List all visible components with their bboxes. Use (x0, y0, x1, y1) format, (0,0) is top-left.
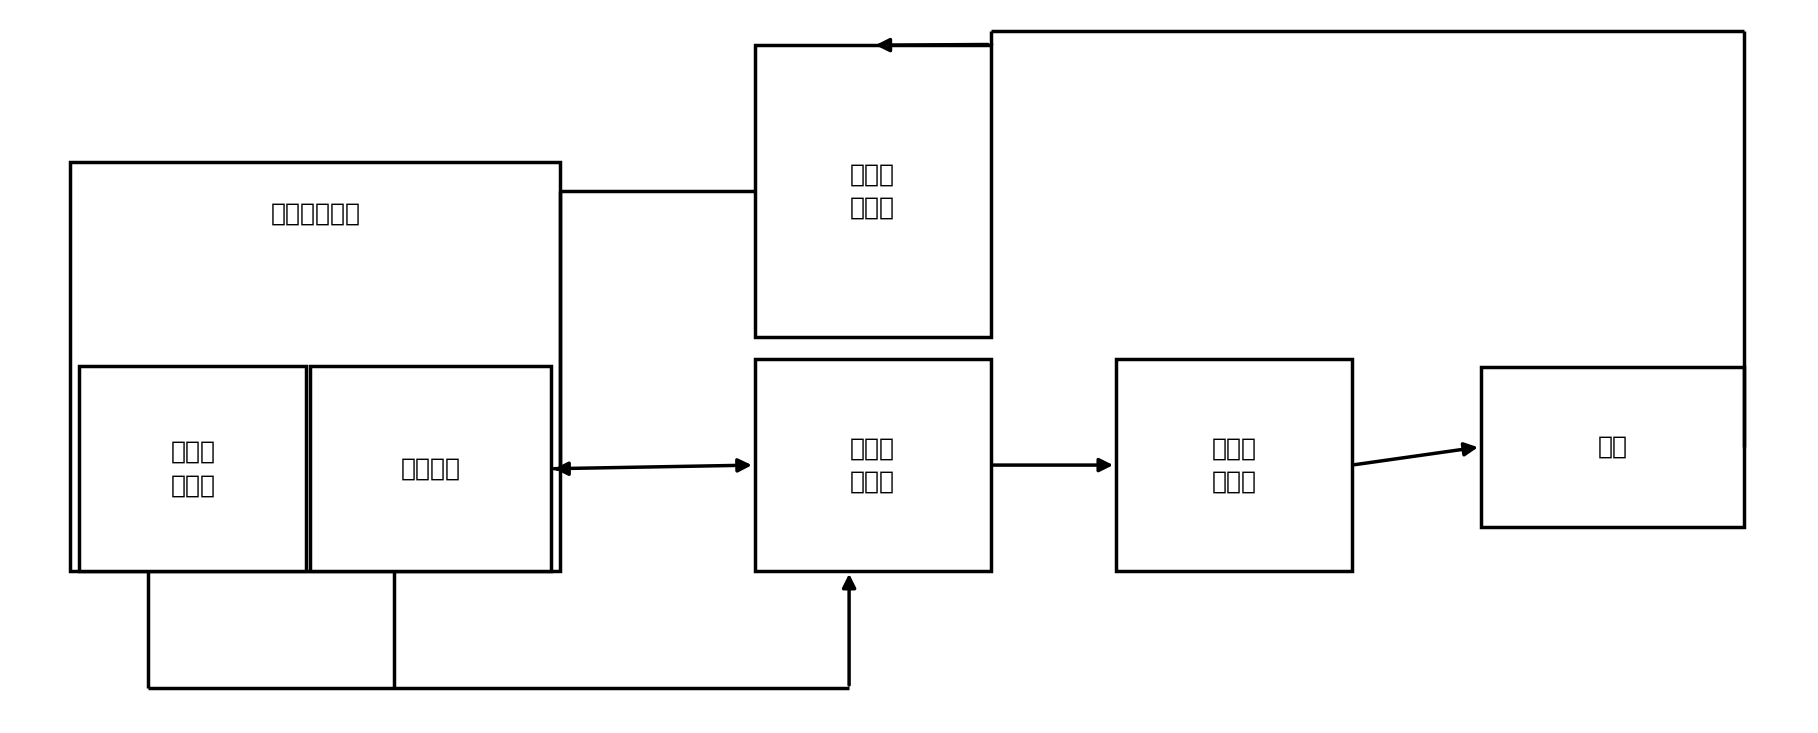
Text: 充电输
出电路: 充电输 出电路 (1211, 436, 1256, 494)
Text: 电池: 电池 (1598, 435, 1627, 459)
Bar (1482, 366, 1743, 527)
Bar (80, 366, 307, 571)
Text: 电压转
换单元: 电压转 换单元 (171, 440, 215, 498)
Text: 电压检
测电路: 电压检 测电路 (851, 163, 894, 220)
Bar (754, 359, 991, 571)
Text: 充电控制电路: 充电控制电路 (271, 201, 360, 225)
Bar (71, 162, 560, 571)
Bar (1116, 359, 1353, 571)
Bar (754, 45, 991, 337)
Bar (311, 366, 551, 571)
Text: 充电开
关电路: 充电开 关电路 (851, 436, 894, 494)
Text: 控制单元: 控制单元 (400, 457, 460, 481)
